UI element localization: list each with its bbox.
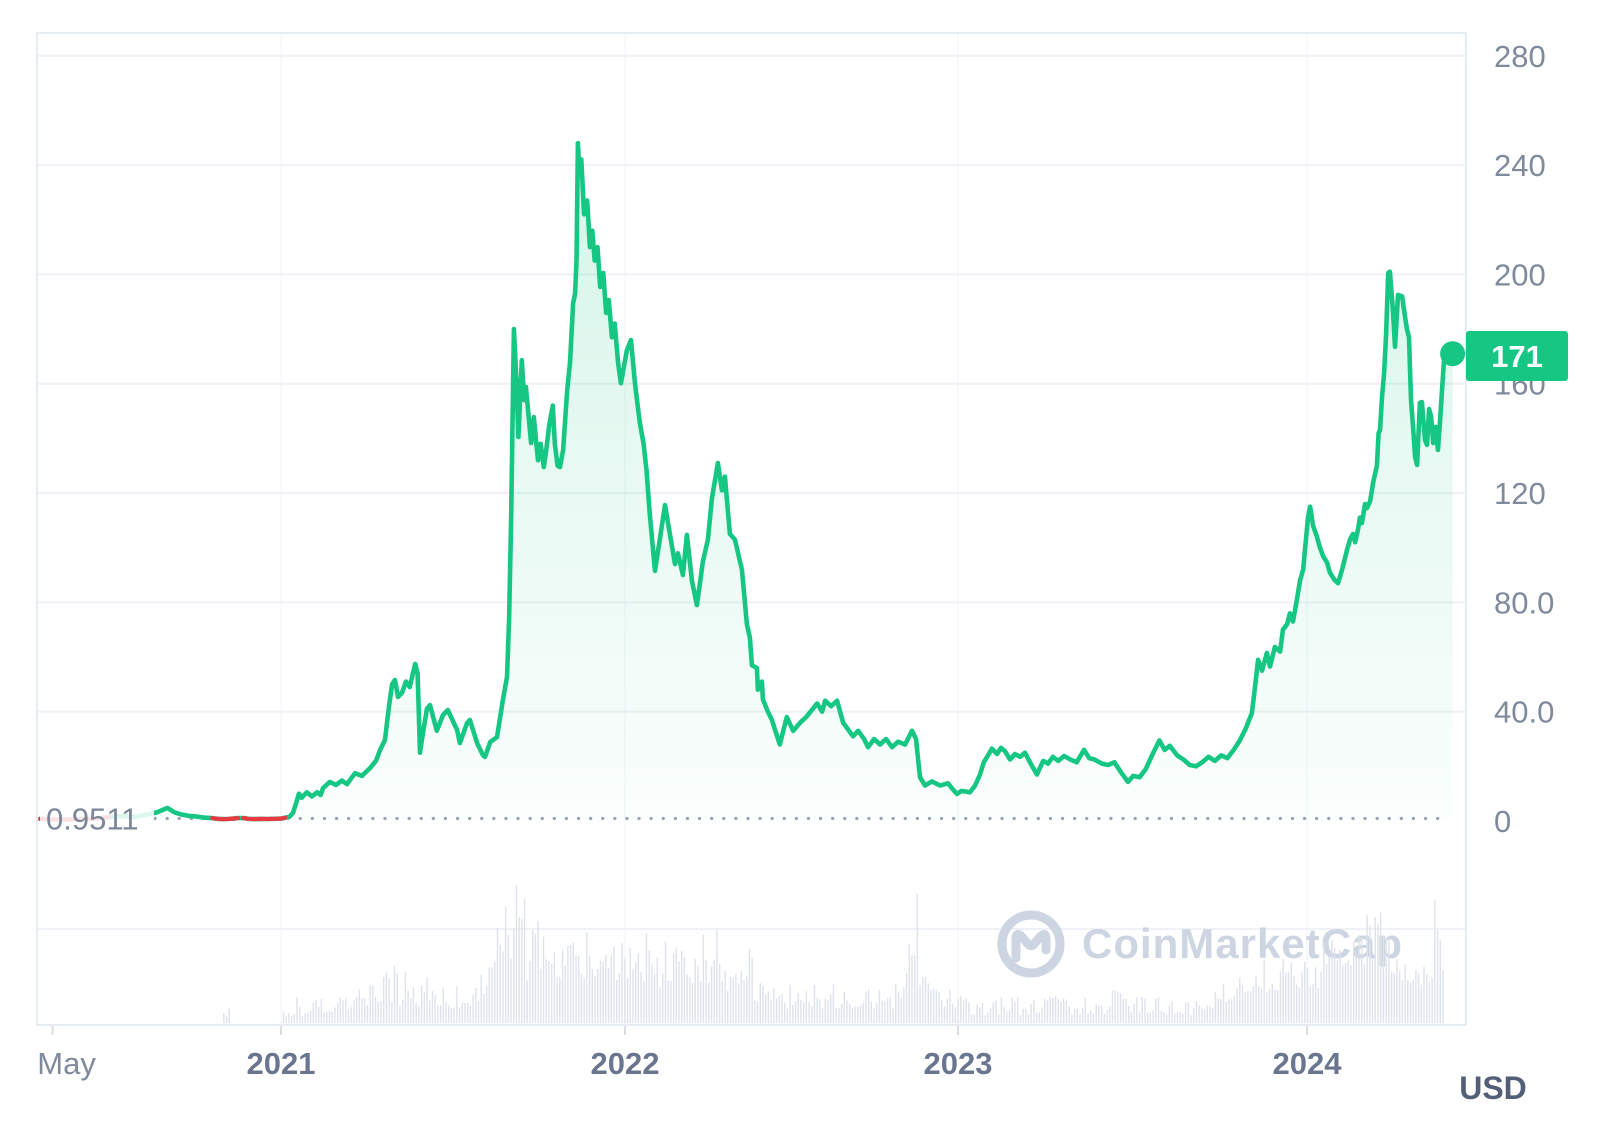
x-axis-labels: May 2021 2022 2023 2024 bbox=[37, 1046, 1342, 1081]
coinmarketcap-logo-icon bbox=[997, 910, 1065, 978]
watermark-text: CoinMarketCap bbox=[1082, 920, 1403, 967]
coinmarketcap-watermark: CoinMarketCap bbox=[997, 910, 1403, 978]
y-axis-tick-label: 80.0 bbox=[1494, 585, 1554, 620]
svg-text:171: 171 bbox=[1491, 339, 1543, 374]
currency-unit-label: USD bbox=[1459, 1070, 1527, 1106]
x-axis-tick-label: 2022 bbox=[591, 1046, 660, 1081]
x-axis-tick-label: 2021 bbox=[247, 1046, 316, 1081]
y-axis-tick-label: 40.0 bbox=[1494, 695, 1554, 730]
last-price-dot bbox=[1440, 341, 1466, 367]
y-axis-tick-label: 0 bbox=[1494, 804, 1511, 839]
svg-text:0.9511: 0.9511 bbox=[46, 801, 139, 836]
volume-bars bbox=[223, 886, 1444, 1023]
last-price-badge: 171 bbox=[1466, 331, 1568, 381]
x-axis-ticks bbox=[51, 1026, 1308, 1035]
price-area-fill bbox=[40, 143, 1453, 820]
baseline-price-label: 0.9511 bbox=[40, 798, 154, 837]
year-gridlines bbox=[280, 34, 1308, 1024]
x-axis-tick-label: 2023 bbox=[924, 1046, 993, 1081]
price-line bbox=[37, 140, 1455, 822]
x-axis-tick-label: 2024 bbox=[1273, 1046, 1343, 1081]
y-axis-tick-label: 120 bbox=[1494, 476, 1546, 511]
plot-border bbox=[36, 32, 1467, 1026]
y-axis-tick-label: 240 bbox=[1494, 148, 1546, 183]
y-axis-tick-label: 200 bbox=[1494, 257, 1546, 292]
x-axis-tick-label: May bbox=[37, 1046, 96, 1081]
y-axis-tick-label: 280 bbox=[1494, 39, 1546, 74]
horizontal-gridlines bbox=[38, 54, 1465, 930]
